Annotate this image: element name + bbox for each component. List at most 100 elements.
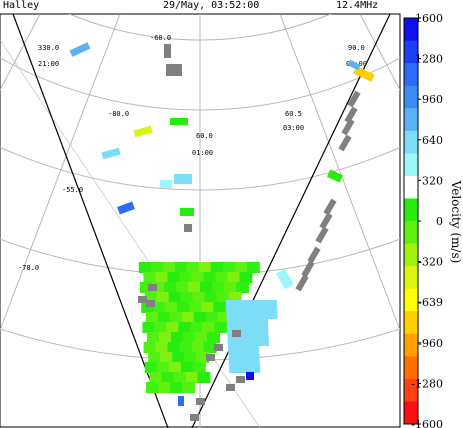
velocity-cell (149, 372, 163, 383)
lat-label: -80.0 (108, 110, 129, 118)
velocity-cell (169, 312, 183, 323)
colorbar-swatch (404, 198, 418, 222)
velocity-cell (239, 272, 253, 283)
velocity-cell (246, 300, 257, 310)
velocity-cell (315, 226, 329, 244)
velocity-cell (307, 246, 321, 264)
colorbar-tick-label: -1600 (411, 418, 443, 428)
velocity-cell (153, 302, 167, 313)
mlt-label: 21:00 (38, 60, 59, 68)
velocity-cell (145, 312, 159, 323)
velocity-cell (181, 312, 195, 323)
velocity-cell (222, 262, 236, 273)
lon-label: 60.0 (196, 132, 213, 140)
velocity-cell (229, 363, 241, 373)
meridian (0, 14, 121, 331)
velocity-cell (249, 363, 261, 373)
colorbar-tick-label: -639 (418, 296, 443, 309)
velocity-cell (248, 354, 260, 364)
colorbar-tick-label: 640 (422, 134, 443, 147)
velocity-cell (215, 272, 229, 283)
colorbar-swatch (404, 401, 418, 425)
velocity-cell (205, 312, 219, 323)
lat-label: -55.0 (62, 186, 83, 194)
velocity-cell (165, 302, 179, 313)
velocity-cell (177, 302, 191, 313)
velocity-cell (195, 332, 208, 343)
velocity-cell (200, 282, 213, 293)
velocity-cell (157, 312, 171, 323)
velocity-cell (201, 302, 215, 313)
velocity-cell (202, 322, 216, 333)
velocity-cell (148, 284, 157, 291)
colorbar-swatch (404, 333, 418, 357)
velocity-cell (353, 66, 375, 82)
velocity-cell (239, 363, 251, 373)
velocity-cell (266, 300, 277, 310)
velocity-cell (146, 300, 155, 307)
velocity-cell (237, 327, 249, 337)
velocity-cell (326, 169, 344, 183)
velocity-cell (179, 342, 193, 353)
velocity-cell (344, 106, 358, 124)
lat-circle (0, 238, 400, 276)
color-bar: 1600 1280 960 640 320 0 -320 -639 -960 -1280 -1600 (403, 12, 443, 428)
velocity-cell (236, 309, 248, 319)
velocity-cell (236, 282, 249, 293)
colorbar-tick-label: -1280 (411, 377, 443, 390)
velocity-cell (248, 345, 260, 355)
velocity-cell (192, 362, 206, 373)
velocity-cell (162, 262, 176, 273)
velocity-cell (247, 336, 259, 346)
velocity-cell (138, 296, 147, 303)
velocity-cell (178, 396, 184, 406)
velocity-cell (237, 336, 249, 346)
date-time: 29/May, 03:52:00 (163, 0, 260, 11)
meridian (0, 39, 261, 428)
velocity-cell (204, 292, 218, 303)
lon-label: 330.0 (38, 44, 59, 52)
velocity-cell (174, 174, 192, 184)
velocity-cell (192, 292, 206, 303)
lon-label: 60.5 (285, 110, 302, 118)
velocity-cell (156, 362, 170, 373)
velocity-cell (196, 398, 205, 405)
velocity-cell (216, 292, 230, 303)
velocity-cell (203, 342, 217, 353)
velocity-cell (166, 64, 182, 76)
velocity-cell (164, 282, 177, 293)
velocity-cell (236, 300, 247, 310)
velocity-cell (167, 272, 181, 283)
mlt-label: 03:00 (283, 124, 304, 132)
velocity-cell (190, 414, 199, 421)
velocity-cell (224, 282, 237, 293)
velocity-cell (226, 384, 235, 391)
colorbar-tick-label: 960 (422, 93, 443, 106)
velocity-cell (101, 147, 121, 160)
colorbar-swatch (404, 108, 418, 132)
velocity-cell (319, 212, 333, 230)
velocity-cell (206, 354, 215, 361)
velocity-cell (234, 262, 248, 273)
velocity-cell (193, 312, 207, 323)
velocity-cell (256, 318, 268, 328)
velocity-cell (144, 292, 158, 303)
velocity-cell (144, 362, 158, 373)
velocity-cell (160, 180, 172, 188)
velocity-cell (266, 309, 278, 319)
velocity-cell (256, 300, 267, 310)
velocity-cell (183, 332, 196, 343)
velocity-cell (295, 274, 309, 292)
velocity-cell (190, 322, 204, 333)
lat-label: -60.0 (150, 34, 171, 42)
velocity-cell (341, 118, 355, 136)
colorbar-swatch (404, 356, 418, 380)
colorbar-tick-label: -320 (418, 256, 443, 269)
colorbar-swatch (404, 63, 418, 87)
velocity-cell (257, 336, 269, 346)
velocity-cell (168, 362, 182, 373)
colorbar-swatch (404, 130, 418, 154)
velocity-cell (156, 292, 170, 303)
velocity-cell (184, 224, 192, 232)
